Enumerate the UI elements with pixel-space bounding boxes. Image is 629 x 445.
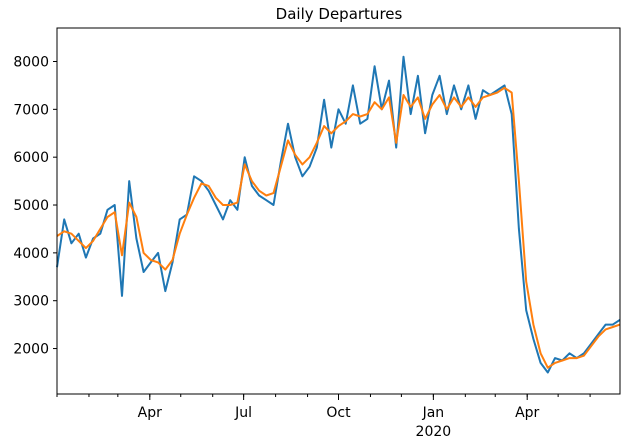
- y-tick-label: 2000: [13, 342, 49, 358]
- y-tick-label: 4000: [13, 246, 49, 262]
- y-tick-label: 6000: [13, 150, 49, 166]
- x-year-label: 2020: [416, 424, 452, 440]
- x-axis: Apr Jul Oct Jan Apr 2020: [56, 394, 591, 440]
- series-layer: [56, 55, 621, 374]
- x-tick-label: Oct: [326, 405, 351, 421]
- y-axis: 2000 3000 4000 5000 6000 7000 8000: [13, 54, 57, 358]
- x-tick-label: Jan: [422, 405, 445, 421]
- y-tick-label: 3000: [13, 294, 49, 310]
- x-tick-label: Jul: [234, 405, 252, 421]
- x-tick-label: Apr: [138, 405, 162, 421]
- series-line-1: [56, 55, 621, 374]
- chart-title: Daily Departures: [276, 5, 403, 23]
- series-line-2: [56, 86, 621, 369]
- y-tick-label: 7000: [13, 102, 49, 118]
- y-tick-label: 5000: [13, 198, 49, 214]
- x-tick-label: Apr: [515, 405, 539, 421]
- y-tick-label: 8000: [13, 54, 49, 70]
